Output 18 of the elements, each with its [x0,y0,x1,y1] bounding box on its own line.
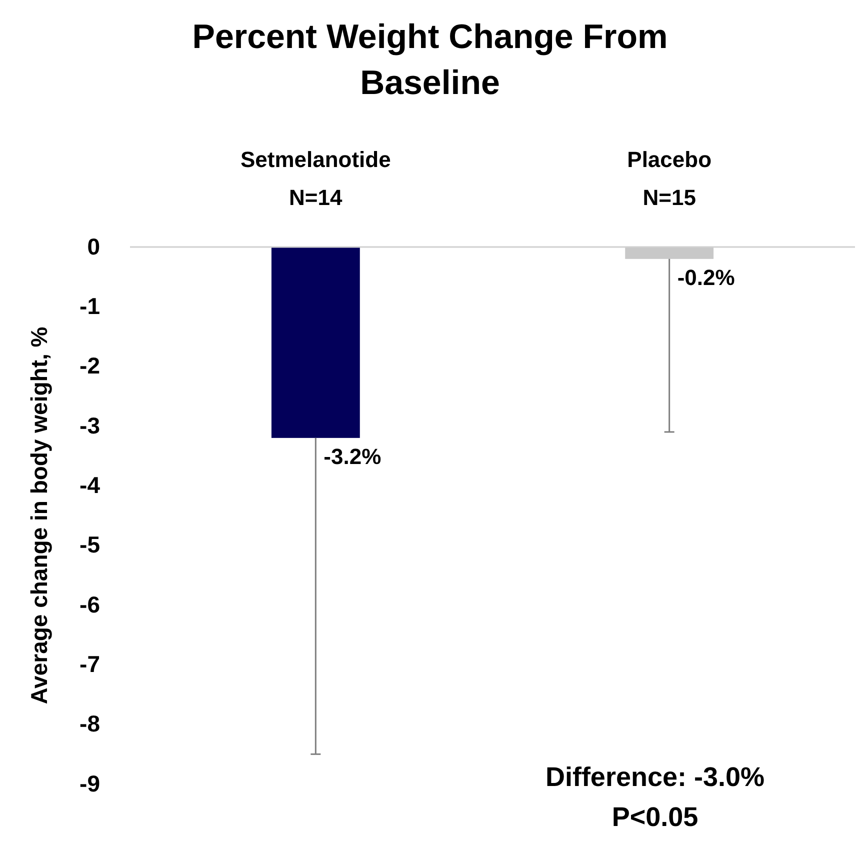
y-tick-label: -9 [80,770,100,796]
text: P<0.05 [612,802,698,832]
annotation: Difference: -3.0% [545,762,765,792]
chart-title: Percent Weight Change From Baseline [192,18,668,102]
y-tick-label: -3 [80,412,100,438]
y-tick-label: -2 [80,352,100,379]
x-tick-label: Placebo N=15 [627,147,712,210]
y-tick-label: 0 [87,233,100,260]
y-tick-label: -6 [80,591,100,618]
y-tick-label: -5 [80,532,100,558]
data-label: -3.2% [324,444,382,469]
y-tick-label: -7 [80,651,100,678]
y-tick-label: -8 [80,710,100,737]
x-tick-label: Setmelanotide N=14 [240,147,391,210]
data-label: -0.2% [677,264,735,290]
y-axis-title: Average change in body weight, % [26,326,52,704]
y-tick-label: -4 [80,472,100,498]
y-tick-label: -1 [80,293,100,320]
